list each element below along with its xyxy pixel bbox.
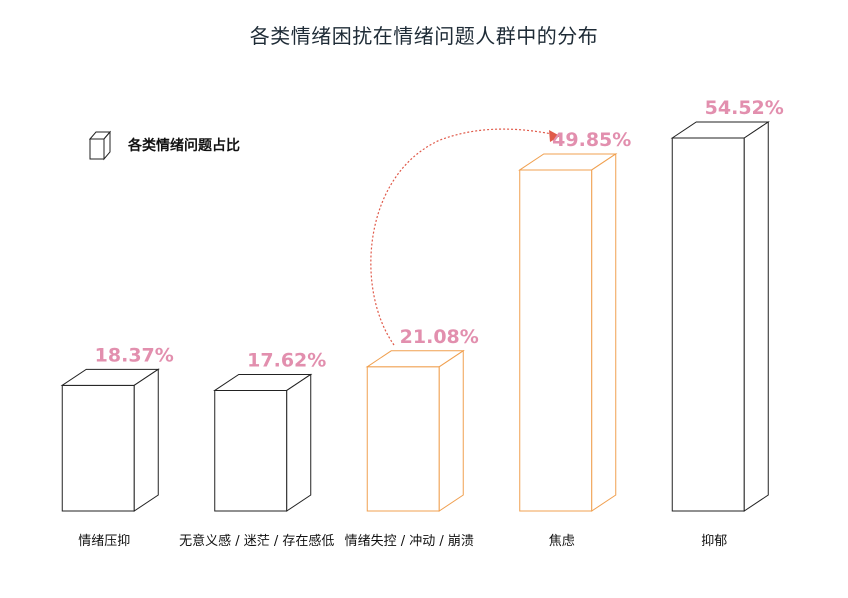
bar-4 <box>518 153 618 512</box>
value-label: 17.62% <box>247 349 326 371</box>
category-label: 无意义感 / 迷茫 / 存在感低 <box>179 533 334 549</box>
value-label: 54.52% <box>705 97 784 119</box>
chart-title-wrap: 各类情绪困扰在情绪问题人群中的分布 <box>0 20 848 49</box>
value-label: 49.85% <box>552 129 631 151</box>
category-label: 抑郁 <box>701 534 727 549</box>
bar-side <box>743 121 769 512</box>
annotation-arrowhead <box>549 130 560 142</box>
bar-side <box>286 373 312 512</box>
bar-front <box>366 366 440 512</box>
bar-side <box>591 153 617 512</box>
category-label: 焦虑 <box>549 534 575 549</box>
category-label: 情绪压抑 <box>78 534 130 549</box>
legend-label: 各类情绪问题占比 <box>127 137 240 154</box>
bar-front <box>214 389 288 512</box>
bar-side <box>438 349 464 512</box>
legend-swatch-icon <box>88 130 112 161</box>
bar-front <box>519 169 593 512</box>
bar-1 <box>60 368 160 512</box>
bar-5 <box>670 121 770 512</box>
bar-front <box>61 384 135 512</box>
bar-2 <box>213 373 313 512</box>
bars-group: 18.37% 情绪压抑 17.62% 无意义感 / 迷茫 / 存在感低 21.08% 情绪… <box>60 97 784 549</box>
value-label: 18.37% <box>95 344 174 366</box>
bar-3 <box>365 349 465 512</box>
legend: 各类情绪问题占比 <box>88 130 240 161</box>
category-label: 情绪失控 / 冲动 / 崩溃 <box>345 534 474 549</box>
value-label: 21.08% <box>400 326 479 348</box>
bar-front <box>671 137 745 512</box>
bar-side <box>133 368 159 512</box>
chart-title: 各类情绪困扰在情绪问题人群中的分布 <box>245 20 603 49</box>
